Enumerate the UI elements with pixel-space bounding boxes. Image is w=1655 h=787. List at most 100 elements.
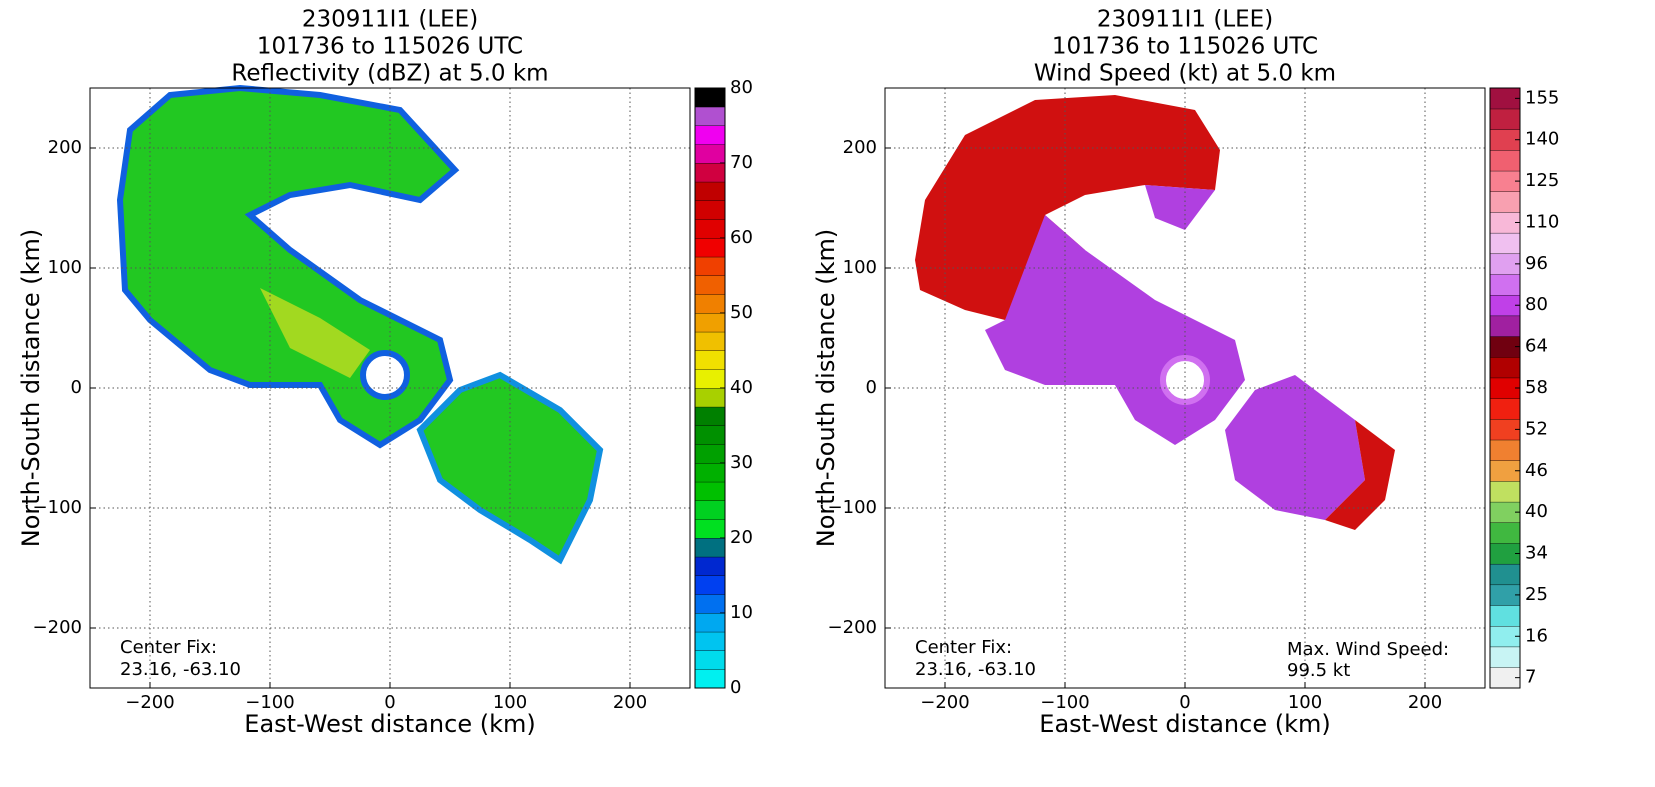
eye <box>360 350 410 400</box>
colorbar-swatch <box>694 556 726 576</box>
x-tick-label: 0 <box>1179 692 1190 713</box>
echo-region <box>1145 185 1215 230</box>
x-tick-label: 100 <box>1288 692 1322 713</box>
colorbar-tick-label: 52 <box>1525 418 1548 439</box>
echo-region <box>915 95 1220 320</box>
colorbar-tick-label: 16 <box>1525 625 1548 646</box>
colorbar-tick-label: 96 <box>1525 253 1548 274</box>
chart-title: 230911I1 (LEE) <box>302 7 478 33</box>
colorbar-tick-label: 125 <box>1525 170 1559 191</box>
colorbar-swatch <box>694 237 726 258</box>
echo-region <box>1225 375 1365 520</box>
echo-region <box>1325 420 1395 530</box>
colorbar-swatch <box>694 144 726 164</box>
y-tick-label: −200 <box>33 617 82 638</box>
colorbar-swatch <box>694 537 726 558</box>
colorbar-swatch <box>694 425 726 445</box>
x-axis-label: East-West distance (km) <box>1039 710 1330 738</box>
colorbar-tick-label: 10 <box>730 602 753 623</box>
colorbar-swatch <box>694 387 726 408</box>
colorbar-tick-label: 80 <box>1525 294 1548 315</box>
max-wind-label: Max. Wind Speed: <box>1287 639 1449 660</box>
y-tick-label: 200 <box>48 137 82 158</box>
chart-title: 101736 to 115026 UTC <box>1052 34 1318 60</box>
colorbar-swatch <box>694 200 726 220</box>
colorbar-swatch <box>694 219 726 239</box>
max-wind-value: 99.5 kt <box>1287 660 1350 681</box>
colorbar-swatch <box>694 669 726 689</box>
center-fix-value: 23.16, -63.10 <box>915 659 1036 680</box>
colorbar-swatch <box>1489 605 1521 627</box>
x-tick-label: −100 <box>1040 692 1089 713</box>
x-tick-label: 200 <box>1408 692 1442 713</box>
colorbar-swatch <box>694 650 726 670</box>
colorbar-swatch <box>694 106 726 126</box>
y-tick-label: 0 <box>866 377 877 398</box>
x-tick-label: 200 <box>613 692 647 713</box>
colorbar-swatch <box>1489 646 1521 668</box>
chart-title: 101736 to 115026 UTC <box>257 34 523 60</box>
colorbar-swatch <box>694 631 726 651</box>
colorbar-tick-label: 140 <box>1525 129 1559 150</box>
y-tick-label: −100 <box>33 497 82 518</box>
colorbar-swatch <box>694 462 726 483</box>
colorbar-tick-label: 155 <box>1525 87 1559 108</box>
colorbar-swatch <box>694 481 726 501</box>
colorbar-swatch <box>694 87 726 108</box>
y-tick-label: 200 <box>843 137 877 158</box>
colorbar-swatch <box>694 350 726 370</box>
colorbar-swatch <box>694 594 726 614</box>
x-tick-label: −100 <box>245 692 294 713</box>
colorbar-tick-label: 40 <box>1525 501 1548 522</box>
colorbar-swatch <box>1489 274 1521 296</box>
plot-frame <box>89 87 691 689</box>
y-tick-label: −200 <box>828 617 877 638</box>
colorbar-tick-label: 60 <box>730 227 753 248</box>
colorbar-tick-label: 40 <box>730 377 753 398</box>
colorbar-swatch <box>694 181 726 201</box>
colorbar-swatch <box>694 500 726 520</box>
colorbar-tick-label: 58 <box>1525 377 1548 398</box>
colorbar-swatch <box>1489 315 1521 337</box>
colorbar-tick-label: 70 <box>730 152 753 173</box>
colorbar-tick-label: 50 <box>730 302 753 323</box>
colorbar-swatch <box>694 312 726 333</box>
colorbar-swatch <box>1489 108 1521 130</box>
colorbar-tick-label: 20 <box>730 527 753 548</box>
colorbar-swatch <box>694 125 726 145</box>
colorbar-swatch <box>1489 149 1521 172</box>
center-fix-label: Center Fix: <box>915 637 1012 658</box>
echo-region <box>260 288 370 378</box>
x-axis-label: East-West distance (km) <box>244 710 535 738</box>
echo-region <box>116 84 460 449</box>
colorbar-tick-label: 64 <box>1525 336 1548 357</box>
colorbar-tick-label: 80 <box>730 77 753 98</box>
colorbar-swatch <box>694 331 726 351</box>
x-tick-label: 100 <box>493 692 527 713</box>
colorbar-tick-label: 110 <box>1525 211 1559 232</box>
chart-title: 230911I1 (LEE) <box>1097 7 1273 33</box>
y-axis-label: North-South distance (km) <box>17 229 45 548</box>
y-tick-label: 100 <box>48 257 82 278</box>
chart-title: Reflectivity (dBZ) at 5.0 km <box>231 61 548 87</box>
colorbar-swatch <box>694 275 726 295</box>
colorbar-swatch <box>1489 480 1521 503</box>
plot-frame <box>884 87 1486 689</box>
colorbar-swatch <box>694 444 726 464</box>
colorbar-tick-label: 0 <box>730 677 741 698</box>
colorbar-swatch <box>694 406 726 426</box>
colorbar-swatch <box>694 575 726 595</box>
colorbar-tick-label: 46 <box>1525 460 1548 481</box>
colorbar-swatch <box>694 519 726 539</box>
colorbar-swatch <box>1489 191 1521 213</box>
center-fix-value: 23.16, -63.10 <box>120 659 241 680</box>
chart-title: Wind Speed (kt) at 5.0 km <box>1034 61 1336 87</box>
colorbar-tick-label: 7 <box>1525 667 1536 688</box>
colorbar-swatch <box>1489 563 1521 586</box>
x-tick-label: −200 <box>920 692 969 713</box>
colorbar-swatch <box>1489 398 1521 420</box>
y-tick-label: 100 <box>843 257 877 278</box>
echo-left <box>116 84 604 565</box>
colorbar-swatch <box>1489 439 1521 461</box>
